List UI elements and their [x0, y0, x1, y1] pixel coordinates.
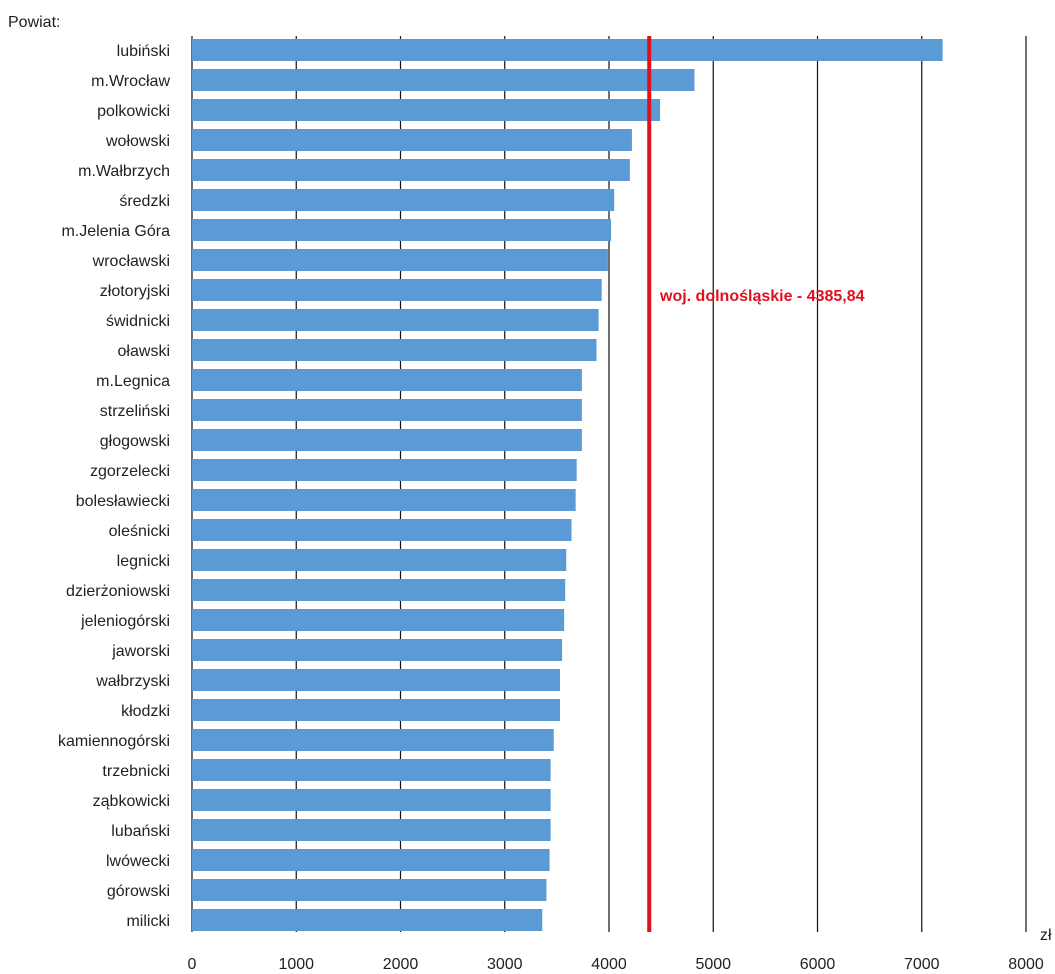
bar — [192, 759, 551, 781]
bar — [192, 69, 695, 91]
bar — [192, 99, 661, 121]
category-label: trzebnicki — [102, 763, 170, 780]
x-tick-label: 6000 — [800, 956, 836, 973]
category-axis-label: Powiat: — [8, 14, 60, 31]
bar — [192, 219, 612, 241]
bar — [192, 249, 608, 271]
category-label: m.Jelenia Góra — [62, 223, 171, 240]
x-tick-label: 2000 — [383, 956, 419, 973]
bar — [192, 549, 567, 571]
category-label: jaworski — [111, 643, 170, 660]
bar — [192, 819, 551, 841]
bar — [192, 279, 602, 301]
bar — [192, 909, 543, 931]
bar — [192, 519, 572, 541]
category-label: dzierżoniowski — [66, 583, 170, 600]
category-label: oleśnicki — [109, 523, 170, 540]
bar — [192, 429, 582, 451]
category-label: lubański — [111, 823, 170, 840]
category-label: kłodzki — [121, 703, 170, 720]
x-tick-label: 8000 — [1008, 956, 1044, 973]
x-tick-label: 0 — [188, 956, 197, 973]
bar — [192, 579, 566, 601]
category-label: zgorzelecki — [90, 463, 170, 480]
bar — [192, 639, 563, 661]
category-label: m.Wrocław — [91, 73, 170, 90]
bar — [192, 309, 599, 331]
bar — [192, 489, 576, 511]
category-label: złotoryjski — [100, 283, 170, 300]
category-label: wrocławski — [92, 253, 170, 270]
bars-group — [192, 39, 943, 931]
category-label: głogowski — [100, 433, 170, 450]
category-label: lubiński — [117, 43, 170, 60]
category-label: ząbkowicki — [93, 793, 170, 810]
category-label: oławski — [118, 343, 170, 360]
bar — [192, 39, 943, 61]
x-tick-labels: 0 1000 2000 3000 4000 5000 6000 7000 8000 — [188, 956, 1044, 973]
bar — [192, 669, 561, 691]
grid-lines — [191, 36, 1027, 932]
bar — [192, 459, 577, 481]
category-label: świdnicki — [106, 313, 170, 330]
x-tick-label: 3000 — [487, 956, 523, 973]
bar — [192, 849, 550, 871]
category-label: jeleniogórski — [80, 613, 170, 630]
bar — [192, 339, 597, 361]
category-label: strzeliński — [100, 403, 170, 420]
value-unit-label: zł — [1040, 927, 1052, 944]
x-tick-label: 5000 — [695, 956, 731, 973]
bar — [192, 129, 632, 151]
category-label: polkowicki — [97, 103, 170, 120]
bar — [192, 189, 615, 211]
x-tick-label: 7000 — [904, 956, 940, 973]
category-label: wałbrzyski — [95, 673, 170, 690]
bar — [192, 879, 547, 901]
category-label: milicki — [126, 913, 170, 930]
bar — [192, 399, 582, 421]
bar — [192, 789, 551, 811]
category-label: m.Wałbrzych — [78, 163, 170, 180]
bar — [192, 729, 554, 751]
category-label: lwówecki — [106, 853, 170, 870]
bar — [192, 159, 630, 181]
bar — [192, 609, 565, 631]
category-label: m.Legnica — [96, 373, 170, 390]
category-label: legnicki — [117, 553, 170, 570]
bar — [192, 699, 561, 721]
reference-line-label: woj. dolnośląskie - 4385,84 — [659, 288, 865, 305]
x-tick-label: 4000 — [591, 956, 627, 973]
category-label: bolesławiecki — [76, 493, 170, 510]
x-tick-label: 1000 — [278, 956, 314, 973]
bar — [192, 369, 582, 391]
category-label: średzki — [119, 193, 170, 210]
category-label: kamiennogórski — [58, 733, 170, 750]
category-label: wołowski — [105, 133, 170, 150]
category-label: górowski — [107, 883, 170, 900]
category-labels: lubiński m.Wrocław polkowicki wołowski m.Wał… — [58, 43, 171, 930]
